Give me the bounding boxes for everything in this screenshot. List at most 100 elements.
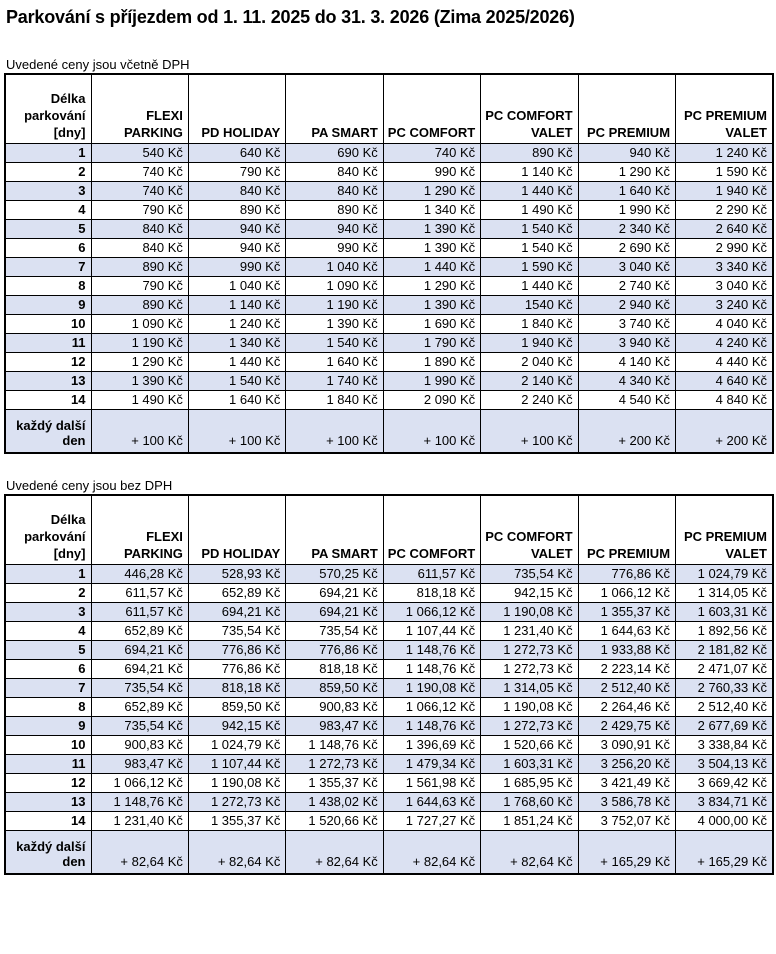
table-row: 14 1 490 Kč 1 640 Kč 1 840 Kč 2 090 Kč 2 240 … — [4, 389, 774, 410]
table-row: 14 1 231,40 Kč 1 355,37 Kč 1 520,66 Kč 1 727… — [4, 810, 774, 831]
price-cell: 1 438,02 Kč — [285, 791, 384, 812]
price-cell: 1 190,08 Kč — [382, 677, 482, 698]
header-row: Délka parkování [dny] FLEXI PARKING PD HOL… — [4, 494, 774, 565]
price-cell: 1 540 Kč — [480, 218, 579, 239]
price-cell: 1540 Kč — [480, 294, 579, 315]
column-header: PC COMFORT VALET — [480, 494, 579, 565]
price-cell: 1 603,31 Kč — [675, 601, 774, 622]
price-cell: 818,18 Kč — [187, 677, 287, 698]
price-cell: 1 190 Kč — [285, 294, 384, 315]
price-cell: 694,21 Kč — [187, 601, 287, 622]
price-cell: 611,57 Kč — [382, 563, 482, 584]
price-cell: + 82,64 Kč — [382, 829, 482, 875]
price-cell: 940 Kč — [285, 218, 384, 239]
price-cell: 3 586,78 Kč — [577, 791, 677, 812]
price-cell: 1 440 Kč — [480, 275, 579, 296]
day-cell: každý další den — [4, 829, 92, 875]
price-cell: 3 256,20 Kč — [577, 753, 677, 774]
price-cell: 1 024,79 Kč — [187, 734, 287, 755]
price-cell: 1 940 Kč — [480, 332, 579, 353]
table-row: 5 840 Kč 940 Kč 940 Kč 1 390 Kč 1 540 Kč 2 340… — [4, 218, 774, 239]
price-cell: 735,54 Kč — [90, 677, 189, 698]
price-cell: 4 340 Kč — [577, 370, 677, 391]
table-row: 6 694,21 Kč 776,86 Kč 818,18 Kč 1 148,76 Kč 1… — [4, 658, 774, 679]
price-cell: 1 314,05 Kč — [675, 582, 774, 603]
price-cell: 1 490 Kč — [90, 389, 189, 410]
price-cell: + 100 Kč — [90, 408, 189, 454]
price-cell: 818,18 Kč — [382, 582, 482, 603]
table-row: 3 611,57 Kč 694,21 Kč 694,21 Kč 1 066,12 Kč 1… — [4, 601, 774, 622]
price-cell: 1 148,76 Kč — [382, 639, 482, 660]
table-row: 4 790 Kč 890 Kč 890 Kč 1 340 Kč 1 490 Kč 1 990… — [4, 199, 774, 220]
column-header: PC COMFORT — [382, 494, 482, 565]
price-cell: 4 640 Kč — [675, 370, 774, 391]
price-cell: 1 040 Kč — [187, 275, 287, 296]
price-cell: 2 740 Kč — [577, 275, 677, 296]
price-cell: 1 107,44 Kč — [382, 620, 482, 641]
price-cell: 4 140 Kč — [577, 351, 677, 372]
price-cell: 983,47 Kč — [285, 715, 384, 736]
table-row: 3 740 Kč 840 Kč 840 Kč 1 290 Kč 1 440 Kč 1 640… — [4, 180, 774, 201]
price-cell: 3 338,84 Kč — [675, 734, 774, 755]
column-header: PA SMART — [285, 494, 384, 565]
price-cell: 2 677,69 Kč — [675, 715, 774, 736]
price-cell: 1 290 Kč — [382, 180, 482, 201]
table-row: každý další den + 82,64 Kč + 82,64 Kč + 82,… — [4, 829, 774, 875]
table-row: 2 740 Kč 790 Kč 840 Kč 990 Kč 1 140 Kč 1 290 K… — [4, 161, 774, 182]
day-cell: 5 — [4, 218, 92, 239]
price-cell: 790 Kč — [187, 161, 287, 182]
price-cell: 776,86 Kč — [187, 639, 287, 660]
price-cell: 3 421,49 Kč — [577, 772, 677, 793]
price-cell: 790 Kč — [90, 275, 189, 296]
price-cell: 990 Kč — [382, 161, 482, 182]
price-cell: 652,89 Kč — [90, 696, 189, 717]
price-cell: 1 272,73 Kč — [480, 658, 579, 679]
price-cell: 2 512,40 Kč — [675, 696, 774, 717]
price-cell: 890 Kč — [90, 256, 189, 277]
price-cell: 652,89 Kč — [90, 620, 189, 641]
price-cell: 900,83 Kč — [90, 734, 189, 755]
price-cell: 2 264,46 Kč — [577, 696, 677, 717]
price-cell: 1 520,66 Kč — [285, 810, 384, 831]
price-cell: 1 490 Kč — [480, 199, 579, 220]
table-row: 10 900,83 Kč 1 024,79 Kč 1 148,76 Kč 1 396,6… — [4, 734, 774, 755]
column-header: PC PREMIUM VALET — [675, 73, 774, 144]
price-cell: 2 181,82 Kč — [675, 639, 774, 660]
price-cell: + 200 Kč — [675, 408, 774, 454]
price-cell: 446,28 Kč — [90, 563, 189, 584]
price-cell: 1 396,69 Kč — [382, 734, 482, 755]
price-cell: 1 140 Kč — [480, 161, 579, 182]
table-row: 9 735,54 Kč 942,15 Kč 983,47 Kč 1 148,76 Kč 1… — [4, 715, 774, 736]
price-cell: 528,93 Kč — [187, 563, 287, 584]
price-cell: 611,57 Kč — [90, 582, 189, 603]
price-cell: 2 140 Kč — [480, 370, 579, 391]
price-cell: 1 340 Kč — [187, 332, 287, 353]
table-row: 11 1 190 Kč 1 340 Kč 1 540 Kč 1 790 Kč 1 940 … — [4, 332, 774, 353]
price-cell: 1 148,76 Kč — [382, 715, 482, 736]
price-cell: 983,47 Kč — [90, 753, 189, 774]
price-cell: 1 190,08 Kč — [480, 601, 579, 622]
day-cell: 12 — [4, 351, 92, 372]
day-cell: 7 — [4, 256, 92, 277]
price-cell: 1 940 Kč — [675, 180, 774, 201]
price-cell: 3 040 Kč — [577, 256, 677, 277]
price-cell: 1 090 Kč — [285, 275, 384, 296]
day-cell: 9 — [4, 294, 92, 315]
price-cell: 1 355,37 Kč — [577, 601, 677, 622]
price-cell: 1 390 Kč — [285, 313, 384, 334]
price-cell: + 100 Kč — [187, 408, 287, 454]
price-cell: 2 240 Kč — [480, 389, 579, 410]
price-cell: + 100 Kč — [382, 408, 482, 454]
column-header-days: Délka parkování [dny] — [4, 494, 92, 565]
price-cell: 1 231,40 Kč — [480, 620, 579, 641]
price-cell: 1 066,12 Kč — [90, 772, 189, 793]
day-cell: 14 — [4, 810, 92, 831]
price-cell: 1 540 Kč — [285, 332, 384, 353]
price-cell: 776,86 Kč — [187, 658, 287, 679]
price-cell: 652,89 Kč — [187, 582, 287, 603]
price-section-incl-vat: Uvedené ceny jsou včetně DPH Délka parko… — [3, 57, 774, 454]
price-cell: 1 190 Kč — [90, 332, 189, 353]
price-cell: + 82,64 Kč — [90, 829, 189, 875]
header-row: Délka parkování [dny] FLEXI PARKING PD HOL… — [4, 73, 774, 144]
price-cell: 1 066,12 Kč — [577, 582, 677, 603]
